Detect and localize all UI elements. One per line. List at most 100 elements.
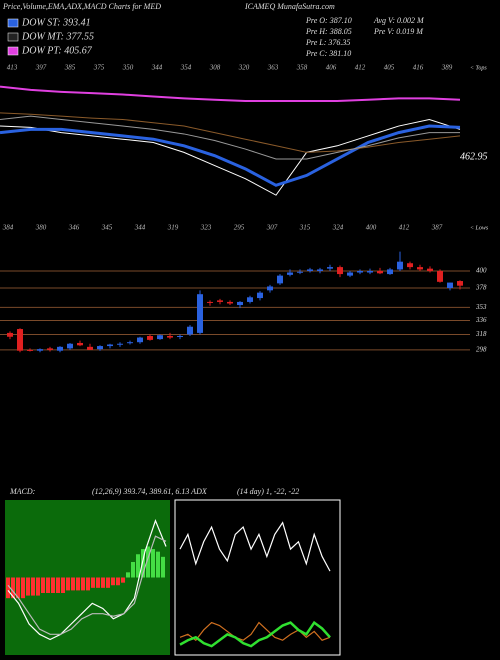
candle-body (137, 337, 143, 343)
adx-panel (174, 499, 341, 656)
candle-body (317, 269, 323, 271)
top-label: 363 (267, 64, 279, 72)
macd-bar (31, 577, 35, 596)
series-line (0, 124, 461, 187)
top-label: 389 (441, 64, 453, 72)
legend-label: DOW ST: 393.41 (21, 17, 91, 28)
low-label: 346 (68, 224, 80, 232)
macd-bar (6, 577, 10, 599)
macd-bar (116, 577, 120, 586)
macd-bar (26, 577, 30, 596)
level-label: 400 (476, 267, 487, 275)
candle-body (257, 292, 263, 299)
candle-body (47, 348, 53, 350)
series-line (7, 535, 167, 635)
low-label: 345 (101, 224, 113, 232)
macd-bar (46, 577, 50, 593)
macd-bar (156, 551, 160, 578)
low-label: 319 (167, 224, 179, 232)
low-label: 315 (299, 224, 311, 232)
low-label: 295 (234, 224, 245, 232)
candle-body (67, 343, 73, 349)
series-line (179, 620, 331, 648)
candle-body (347, 272, 353, 276)
macd-bar (21, 577, 25, 599)
top-label: 405 (384, 64, 395, 72)
top-label: 350 (122, 64, 134, 72)
candle-body (417, 267, 423, 270)
candle-body (447, 282, 453, 289)
candle-body (107, 344, 113, 347)
candle-body (387, 269, 393, 275)
adx-params: (14 day) 1, -22, -22 (237, 487, 299, 496)
info-label: Avg V: 0.002 M (373, 16, 425, 25)
series-line (179, 521, 331, 572)
candle-body (427, 268, 433, 271)
top-label: 406 (326, 64, 337, 72)
low-label: 344 (134, 224, 146, 232)
candle-body (437, 270, 443, 282)
low-label: 400 (366, 224, 377, 232)
info-label: Pre H: 388.05 (305, 27, 352, 36)
macd-bar (111, 577, 115, 586)
candle-body (157, 335, 163, 340)
lows-label: < Lows (470, 225, 489, 231)
top-label: 308 (209, 64, 221, 72)
candle-body (287, 272, 293, 275)
candle-body (87, 346, 93, 350)
candle-body (187, 326, 193, 335)
level-label: 298 (476, 346, 487, 354)
level-label: 336 (475, 316, 487, 324)
candle-body (37, 349, 43, 351)
level-label: 353 (475, 303, 487, 311)
macd-bar (161, 556, 165, 578)
top-label: 320 (238, 64, 250, 72)
macd-bar (101, 577, 105, 588)
candle-body (197, 294, 203, 333)
low-label: 412 (399, 224, 410, 232)
macd-bar (56, 577, 60, 593)
macd-bar (91, 577, 95, 588)
top-label: 375 (93, 64, 105, 72)
level-label: 378 (475, 284, 487, 292)
macd-bar (151, 549, 155, 578)
macd-bar (71, 577, 75, 591)
info-label: Pre C: 381.10 (305, 49, 351, 58)
candle-body (367, 270, 373, 273)
macd-bar (121, 577, 125, 583)
candle-body (267, 286, 273, 291)
candle-body (167, 336, 173, 338)
low-label: 307 (266, 224, 278, 232)
candle-body (7, 332, 13, 337)
candle-body (27, 349, 33, 351)
top-label: 416 (413, 64, 424, 72)
top-label: 397 (35, 64, 47, 72)
candle-body (237, 301, 243, 306)
series-line (179, 621, 331, 642)
legend-swatch (7, 32, 19, 42)
macd-bar (81, 577, 85, 591)
macd-bar (86, 577, 90, 591)
macd-bar (16, 577, 20, 599)
series-line (7, 518, 167, 641)
candle-body (357, 270, 363, 273)
macd-bar (36, 577, 40, 596)
level-label: 318 (475, 330, 487, 338)
info-label: Pre O: 387.10 (305, 16, 352, 25)
candle-body (77, 342, 83, 346)
candle-body (217, 300, 223, 302)
series-line (0, 115, 460, 160)
candle-body (337, 267, 343, 275)
top-label: 358 (296, 64, 308, 72)
candle-body (147, 336, 153, 340)
candle-body (117, 343, 123, 345)
top-label: 344 (151, 64, 163, 72)
candle-body (297, 271, 303, 273)
macd-bar (126, 572, 130, 578)
candle-body (57, 346, 63, 351)
macd-bar (136, 554, 140, 578)
legend-label: DOW PT: 405.67 (21, 45, 93, 56)
candle-body (277, 275, 283, 284)
candle-body (457, 281, 463, 286)
